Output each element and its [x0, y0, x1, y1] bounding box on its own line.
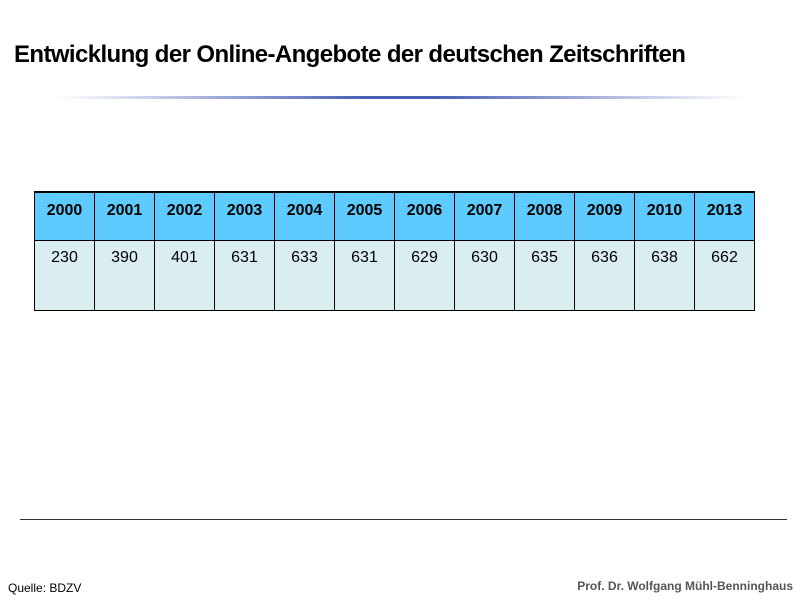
value-cell: 633 — [274, 239, 335, 311]
value-cell: 631 — [214, 239, 275, 311]
value-cell: 638 — [634, 239, 695, 311]
title-divider — [55, 96, 745, 99]
value-cell: 636 — [574, 239, 635, 311]
year-header: 2009 — [574, 191, 635, 241]
year-header: 2002 — [154, 191, 215, 241]
year-header: 2006 — [394, 191, 455, 241]
page-title: Entwicklung der Online-Angebote der deut… — [14, 41, 686, 68]
value-cell: 630 — [454, 239, 515, 311]
value-cell: 230 — [34, 239, 95, 311]
year-header: 2000 — [34, 191, 95, 241]
value-cell: 631 — [334, 239, 395, 311]
year-header: 2010 — [634, 191, 695, 241]
table-header-row: 2000 2001 2002 2003 2004 2005 2006 2007 … — [34, 191, 755, 241]
value-cell: 629 — [394, 239, 455, 311]
year-header: 2007 — [454, 191, 515, 241]
year-header: 2003 — [214, 191, 275, 241]
data-table: 2000 2001 2002 2003 2004 2005 2006 2007 … — [34, 191, 755, 311]
year-header: 2001 — [94, 191, 155, 241]
year-header: 2005 — [334, 191, 395, 241]
author-credit: Prof. Dr. Wolfgang Mühl-Benninghaus — [577, 579, 793, 593]
source-note: Quelle: BDZV — [8, 581, 82, 595]
value-cell: 390 — [94, 239, 155, 311]
table-row: 230 390 401 631 633 631 629 630 635 636 … — [34, 239, 755, 311]
year-header: 2004 — [274, 191, 335, 241]
value-cell: 662 — [694, 239, 755, 311]
value-cell: 401 — [154, 239, 215, 311]
year-header: 2013 — [694, 191, 755, 241]
value-cell: 635 — [514, 239, 575, 311]
year-header: 2008 — [514, 191, 575, 241]
footer-divider — [20, 519, 787, 520]
